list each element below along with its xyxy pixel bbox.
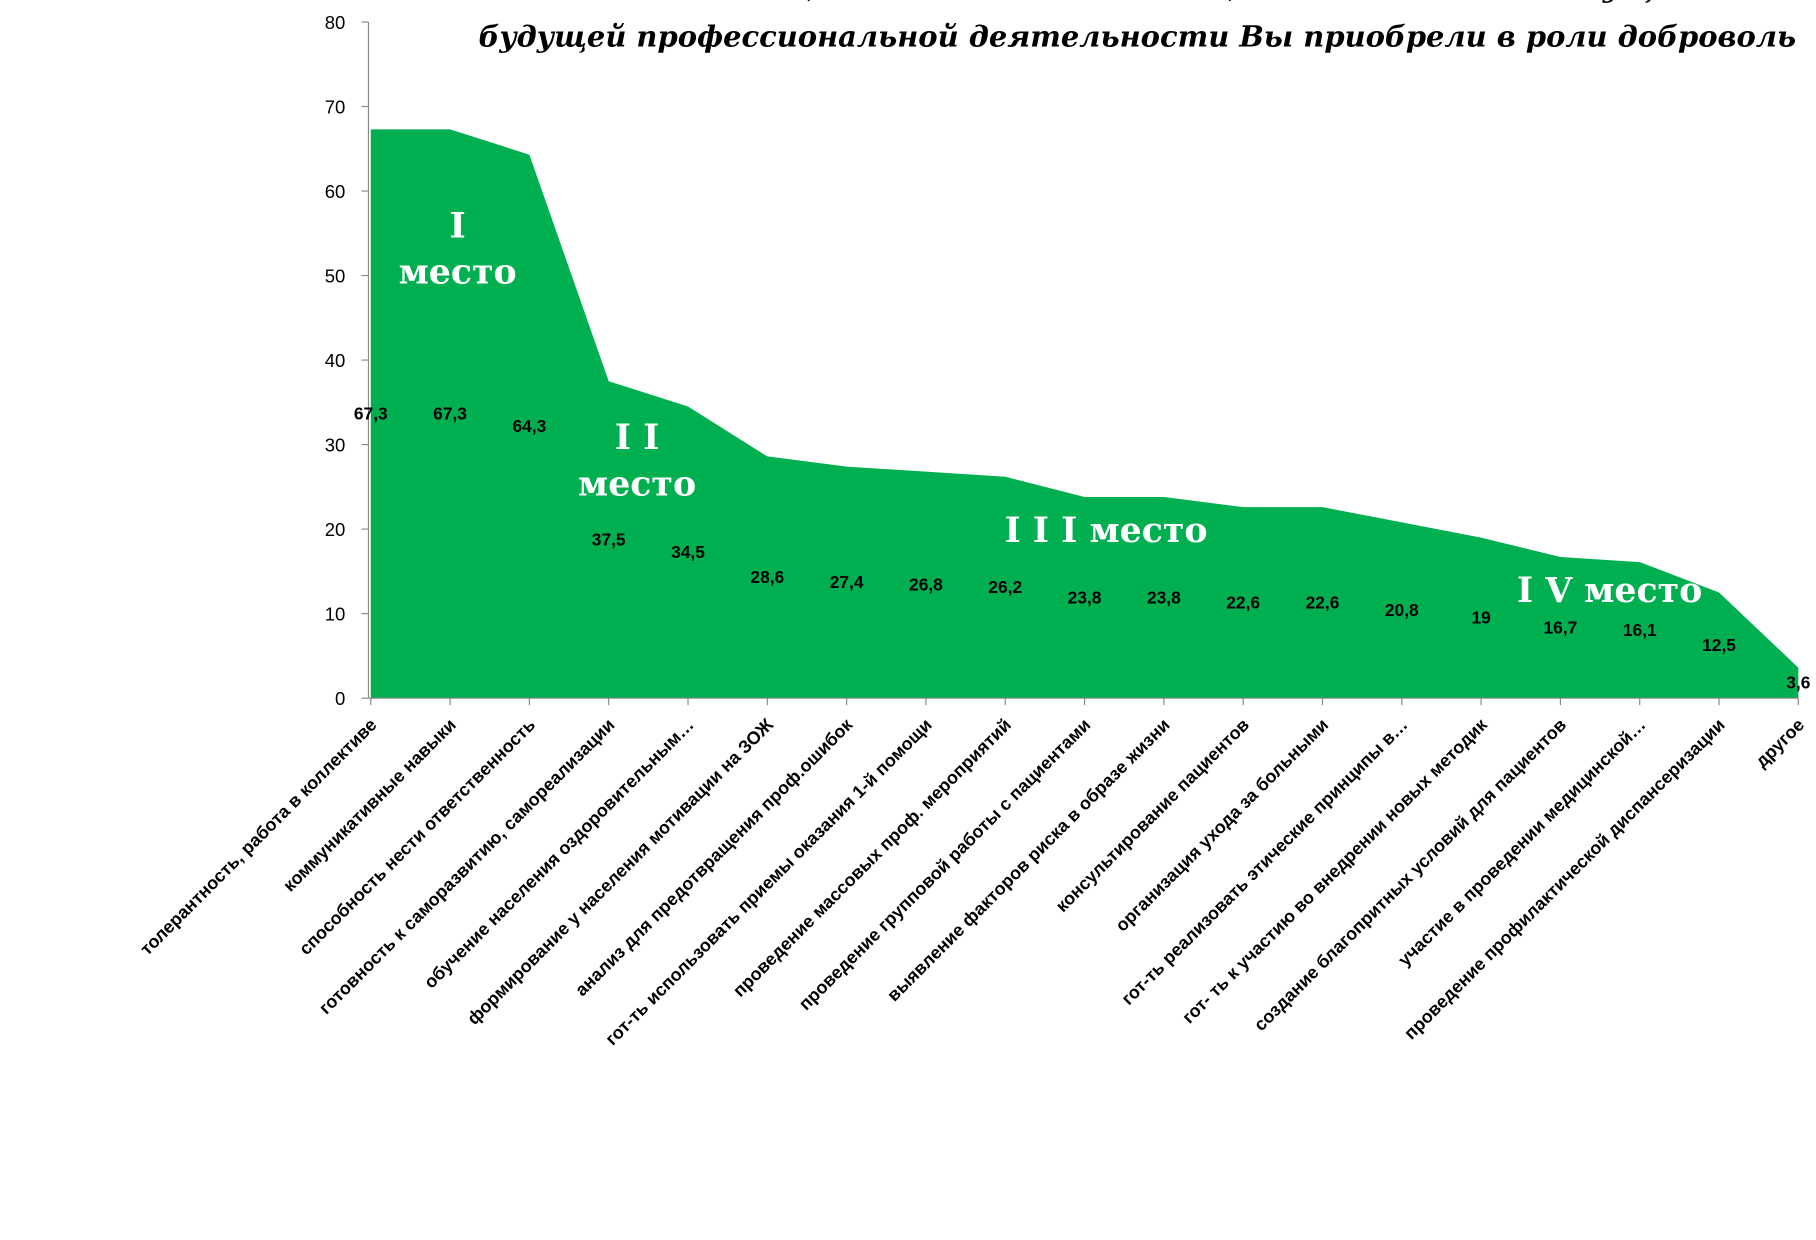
data-label: 28,6 [750, 567, 784, 587]
x-tick-label: готовность к саморазвитию, самореализаци… [315, 715, 618, 1018]
data-label: 67,3 [433, 404, 467, 424]
data-label: 20,8 [1385, 600, 1419, 620]
data-label: 22,6 [1226, 592, 1260, 612]
data-label: 23,8 [1068, 587, 1102, 607]
y-tick-label: 20 [325, 519, 346, 540]
y-tick-label: 0 [335, 688, 345, 709]
x-tick-label: проведение массовых проф. мероприятий [729, 715, 1015, 1001]
data-label: 23,8 [1147, 587, 1181, 607]
x-tick-label: выявление факторов риска в образе жизни [883, 715, 1174, 1006]
annotation: место [399, 252, 517, 293]
x-tick-label: проведение групповой работы с пациентами [795, 715, 1095, 1015]
annotation: место [578, 464, 696, 505]
data-label: 3,6 [1786, 673, 1810, 693]
y-tick-label: 70 [325, 96, 346, 117]
x-tick-label: обучение населения оздоровительным… [420, 715, 698, 993]
annotation: I I [615, 417, 660, 458]
data-label: 22,6 [1306, 592, 1340, 612]
x-tick-label: гот- ть к участию во внедрении новых мет… [1178, 715, 1491, 1028]
data-label: 37,5 [592, 529, 626, 549]
data-label: 34,5 [671, 542, 705, 562]
y-tick-label: 40 [325, 350, 346, 371]
data-label: 12,5 [1702, 635, 1736, 655]
data-label: 26,8 [909, 575, 943, 595]
data-label: 16,1 [1623, 620, 1657, 640]
annotation: I I I место [1004, 510, 1207, 551]
data-label: 27,4 [830, 572, 864, 592]
x-tick-label: коммуникативные навыки [279, 715, 460, 896]
data-label: 16,7 [1544, 617, 1578, 637]
chart-title: будущей профессиональной деятельности Вы… [478, 19, 1796, 53]
chart-title: Как Вы считаете, какие знания и навыки, … [491, 0, 1799, 4]
data-label: 26,2 [988, 577, 1022, 597]
data-label: 67,3 [354, 404, 388, 424]
y-tick-label: 30 [325, 435, 346, 456]
y-tick-label: 50 [325, 266, 346, 287]
y-tick-label: 10 [325, 604, 346, 625]
annotation: I [449, 205, 465, 246]
x-tick-label: формирование у населения мотивации на ЗО… [463, 714, 778, 1029]
y-tick-label: 80 [325, 12, 346, 33]
x-tick-label: гот-ть реализовать этические принципы в… [1117, 715, 1411, 1009]
x-tick-label: анализ для предотвращения проф.ошибок [571, 715, 856, 1000]
area [370, 129, 1799, 699]
x-tick-label: другое [1751, 715, 1808, 772]
data-label: 64,3 [513, 416, 547, 436]
data-label: 19 [1471, 608, 1491, 628]
y-tick-label: 60 [325, 181, 346, 202]
annotation: I V место [1517, 570, 1702, 611]
